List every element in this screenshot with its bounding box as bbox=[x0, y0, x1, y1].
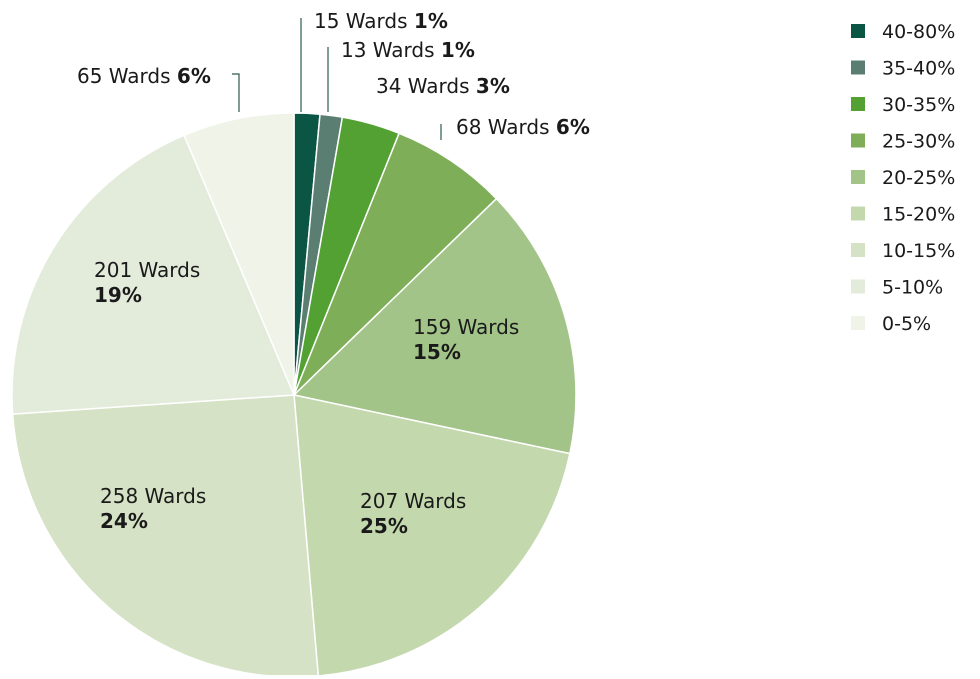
legend-swatch bbox=[851, 60, 865, 75]
pie-slice-20-25% bbox=[292, 197, 577, 455]
slice-pct-label: 1% bbox=[441, 38, 475, 62]
slice-count-label: 13 Wards bbox=[341, 38, 441, 62]
slice-count-label: 201 Wards bbox=[94, 258, 200, 282]
legend-swatch bbox=[851, 170, 865, 184]
legend-item: 0-5% bbox=[851, 313, 931, 335]
slice-pct-label: 15% bbox=[413, 340, 461, 364]
slice-callout-label: 13 Wards 1% bbox=[341, 38, 475, 62]
legend-item: 10-15% bbox=[851, 240, 955, 262]
legend: 40-80% 35-40% 30-35% 25-30% 20-25% 15-20% 10-1… bbox=[851, 21, 955, 335]
slice-labels: 15 Wards 1%13 Wards 1%34 Wards 3%68 Ward… bbox=[77, 9, 590, 538]
legend-item: 30-35% bbox=[851, 94, 955, 116]
legend-swatch bbox=[851, 133, 865, 148]
legend-label: 0-5% bbox=[882, 313, 931, 335]
pie-slice-10-15% bbox=[11, 394, 320, 678]
pie-slice-25-30% bbox=[293, 132, 498, 396]
leader-line bbox=[232, 73, 240, 112]
legend-item: 35-40% bbox=[851, 58, 955, 80]
slices-layer bbox=[11, 112, 577, 678]
slice-pct-label: 6% bbox=[556, 115, 590, 139]
slice-callout-label: 68 Wards 6% bbox=[456, 115, 590, 139]
legend-item: 20-25% bbox=[851, 167, 955, 189]
slice-pct-label: 3% bbox=[476, 74, 510, 98]
legend-swatch bbox=[851, 97, 865, 111]
pie-slice-0-5% bbox=[183, 112, 295, 396]
legend-label: 40-80% bbox=[882, 21, 955, 43]
slice-callout-label: 34 Wards 3% bbox=[376, 74, 510, 98]
legend-label: 35-40% bbox=[882, 58, 955, 80]
slice-count-label: 159 Wards bbox=[413, 315, 519, 339]
slice-pct-label: 6% bbox=[177, 64, 211, 88]
legend-label: 10-15% bbox=[882, 240, 955, 262]
legend-item: 25-30% bbox=[851, 131, 955, 153]
legend-swatch bbox=[851, 206, 865, 221]
slice-pct-label: 24% bbox=[100, 509, 148, 533]
legend-swatch bbox=[851, 243, 865, 257]
leader-lines bbox=[232, 18, 442, 140]
legend-label: 30-35% bbox=[882, 94, 955, 116]
pie-slice-5-10% bbox=[11, 134, 296, 415]
legend-label: 15-20% bbox=[882, 204, 955, 226]
legend-label: 25-30% bbox=[882, 131, 955, 153]
slice-count-label: 68 Wards bbox=[456, 115, 556, 139]
pie-slice-15-20% bbox=[293, 394, 571, 677]
slice-count-label: 15 Wards bbox=[314, 9, 414, 33]
legend-label: 20-25% bbox=[882, 167, 955, 189]
slice-callout-label: 15 Wards 1% bbox=[314, 9, 448, 33]
legend-item: 40-80% bbox=[851, 21, 955, 43]
legend-swatch bbox=[851, 316, 865, 330]
slice-pct-label: 1% bbox=[414, 9, 448, 33]
slice-pct-label: 25% bbox=[360, 514, 408, 538]
legend-item: 5-10% bbox=[851, 277, 943, 299]
slice-count-label: 258 Wards bbox=[100, 484, 206, 508]
slice-callout-label: 65 Wards 6% bbox=[77, 64, 211, 88]
slice-count-label: 207 Wards bbox=[360, 489, 466, 513]
legend-swatch bbox=[851, 279, 865, 294]
slice-count-label: 34 Wards bbox=[376, 74, 476, 98]
legend-item: 15-20% bbox=[851, 204, 955, 226]
legend-swatch bbox=[851, 24, 865, 38]
slice-pct-label: 19% bbox=[94, 283, 142, 307]
slice-count-label: 65 Wards bbox=[77, 64, 177, 88]
legend-label: 5-10% bbox=[882, 277, 943, 299]
